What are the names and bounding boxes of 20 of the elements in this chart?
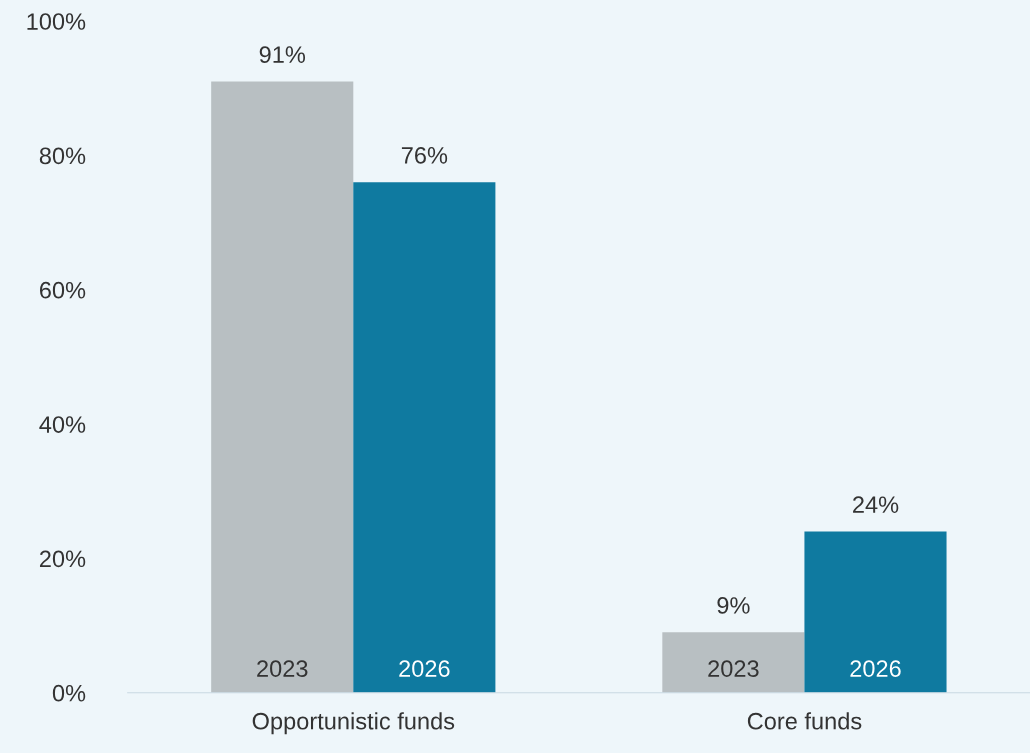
- y-tick-label: 40%: [39, 416, 86, 433]
- y-tick-label: 20%: [39, 550, 86, 568]
- series-label: 2026: [399, 660, 450, 677]
- x-tick-label: Core funds: [747, 712, 862, 730]
- data-label: 9%: [717, 597, 750, 614]
- y-tick-label: 0%: [52, 684, 86, 702]
- series-label: 2023: [257, 660, 308, 677]
- text: 2026: [850, 660, 901, 677]
- bar: [804, 531, 947, 693]
- data-label: 24%: [853, 496, 899, 513]
- y-tick-label: 100%: [27, 13, 86, 30]
- y-tick-label: 80%: [39, 147, 86, 165]
- bar: [211, 81, 354, 693]
- x-tick-label: Opportunistic funds: [252, 712, 455, 735]
- data-label: 91%: [259, 46, 306, 63]
- bar: [353, 182, 496, 693]
- data-label: 76%: [401, 147, 448, 164]
- text: 2023: [708, 660, 759, 677]
- bar: [662, 632, 805, 693]
- y-tick-label: 60%: [40, 281, 86, 299]
